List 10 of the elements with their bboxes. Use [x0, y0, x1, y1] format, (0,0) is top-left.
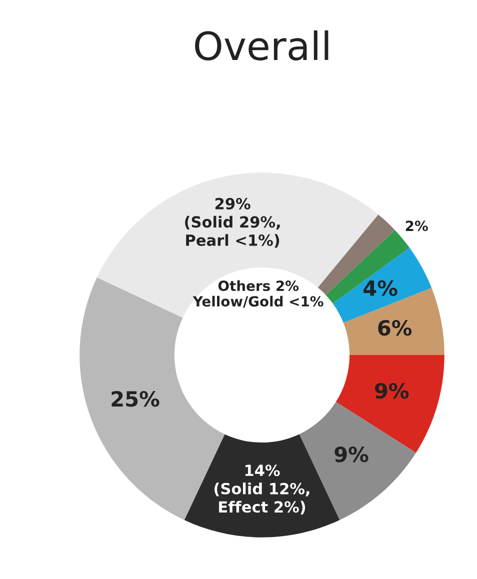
text: Others 2% Yellow/Gold <1% — [192, 280, 324, 308]
data-label: 9% — [375, 382, 409, 399]
data-label: 25% — [112, 391, 160, 407]
data-label: 6% — [378, 320, 412, 336]
data-label: 29% (Solid 29%, Pearl <1%) — [185, 198, 280, 248]
chart-title: Overall — [195, 30, 328, 60]
data-label: 2% — [406, 220, 428, 232]
data-label: 9% — [334, 446, 368, 462]
data-label: 4% — [364, 280, 398, 296]
data-label: 14% (Solid 12%, Effect 2%) — [214, 464, 310, 514]
